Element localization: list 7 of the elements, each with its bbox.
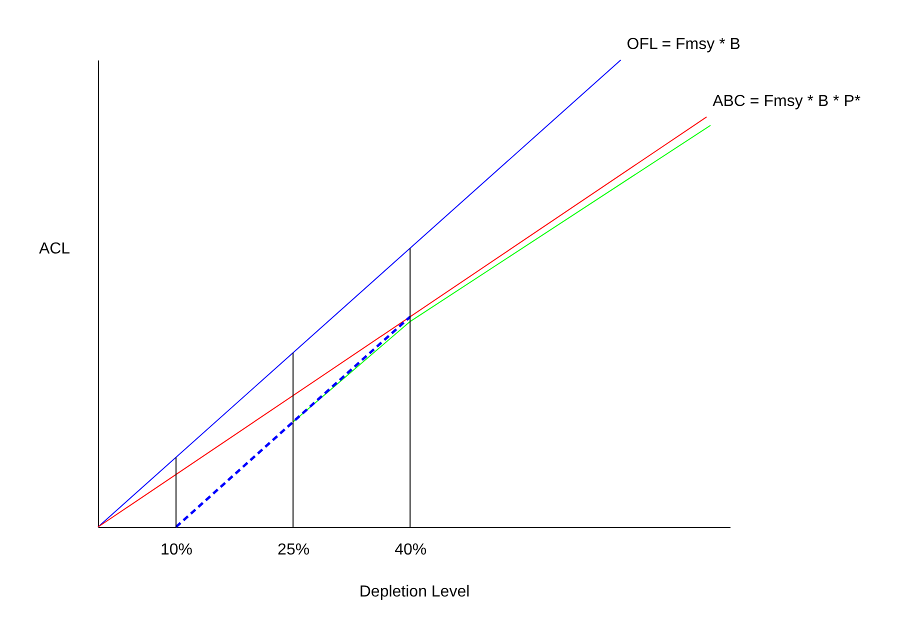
x-tick-label: 25% [278,542,310,558]
series-label: OFL = Fmsy * B [626,36,740,53]
series-label: ABC = Fmsy * B * P* [712,92,861,110]
x-axis-title: Depletion Level [359,584,470,600]
x-tick-label: 40% [394,542,427,558]
y-axis-title: ACL [38,240,70,258]
x-tick-label: 10% [160,542,193,558]
